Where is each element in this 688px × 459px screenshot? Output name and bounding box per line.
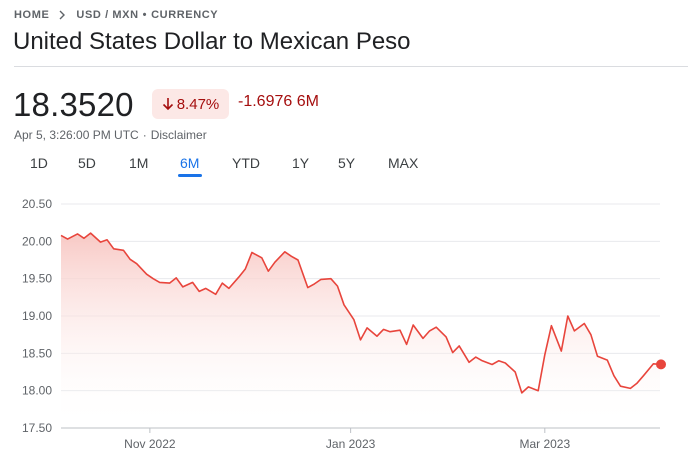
tab-ytd[interactable]: YTD [232,155,260,171]
header-divider [14,66,688,67]
meta-separator: · [142,128,147,142]
x-tick-label: Nov 2022 [124,437,176,451]
tab-5d[interactable]: 5D [78,155,96,171]
y-tick-label: 18.00 [22,384,52,398]
percent-change-badge: 8.47% [152,89,229,119]
y-tick-label: 20.50 [22,197,52,211]
percent-change-value: 8.47% [176,95,220,113]
price-area-fill [61,233,660,428]
tab-max[interactable]: MAX [388,155,419,171]
current-price: 18.3520 [13,86,134,123]
y-tick-label: 19.50 [22,272,52,286]
breadcrumb-pair: USD / MXN [76,9,139,21]
tab-1y[interactable]: 1Y [292,155,310,171]
breadcrumb-home-link[interactable]: HOME [14,9,50,21]
breadcrumb-kind: CURRENCY [151,9,219,21]
arrow-down-icon [162,98,173,111]
y-tick-label: 17.50 [22,421,52,435]
price-chart[interactable]: 20.50 20.00 19.50 19.00 18.50 18.00 17.50 Nov 2… [0,190,688,459]
breadcrumb-separator: • [142,9,148,21]
x-tick-label: Jan 2023 [326,437,376,451]
x-tick-label: Mar 2023 [519,437,570,451]
active-tab-indicator [178,174,202,177]
absolute-change: -1.6976 6M [238,93,319,110]
disclaimer-link[interactable]: Disclaimer [150,128,207,142]
tab-1m[interactable]: 1M [129,155,149,171]
chevron-right-icon [59,10,66,20]
tab-1d[interactable]: 1D [30,155,48,171]
breadcrumb: HOME USD / MXN • CURRENCY [14,7,218,23]
y-tick-label: 18.50 [22,346,52,360]
range-tabs: 1D 5D 1M 6M YTD 1Y 5Y MAX [0,150,460,177]
y-tick-label: 19.00 [22,309,52,323]
quote-timestamp: Apr 5, 3:26:00 PM UTC [14,128,139,142]
tab-5y[interactable]: 5Y [338,155,356,171]
y-tick-label: 20.00 [22,234,52,248]
quote-meta: Apr 5, 3:26:00 PM UTC · Disclaimer [14,128,207,142]
page-title: United States Dollar to Mexican Peso [13,28,411,55]
tab-6m[interactable]: 6M [180,155,200,171]
current-price-marker [656,359,666,370]
